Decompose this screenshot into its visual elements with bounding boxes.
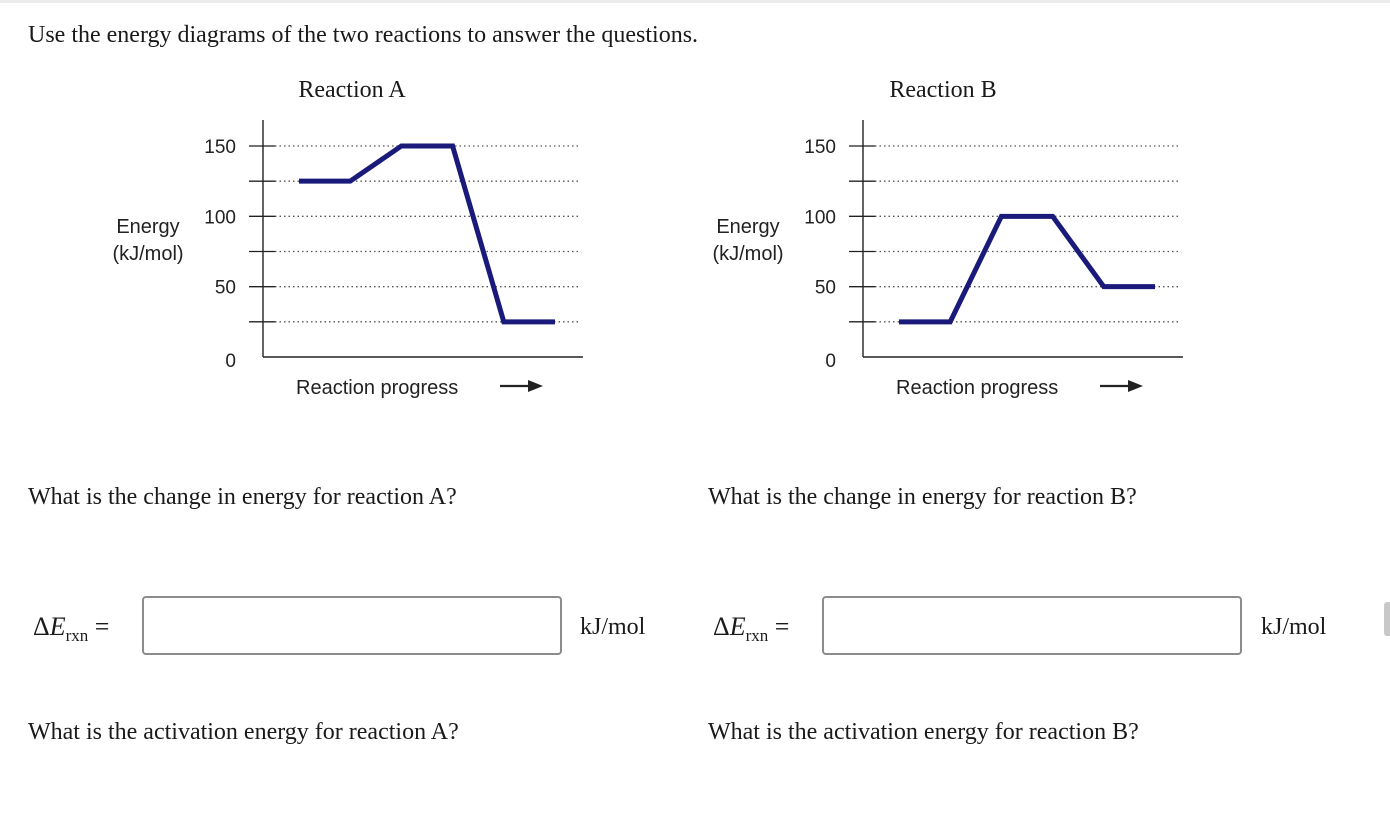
- instructions-text: Use the energy diagrams of the two react…: [28, 22, 699, 48]
- equals-sign: =: [94, 612, 110, 641]
- reaction-a-title: Reaction A: [298, 77, 406, 103]
- energy-diagram-a: 0 50 100 150 Energy (kJ/mol) Reaction progress: [112, 120, 583, 399]
- y-axis-label: (kJ/mol): [112, 243, 183, 265]
- y-tick-label: 100: [804, 207, 836, 228]
- energy-diagram-b: 0 50 100 150 Energy (kJ/mol) Reaction progress: [712, 120, 1183, 399]
- y-tick-label: 50: [815, 278, 836, 299]
- y-axis-label: Energy: [116, 216, 179, 238]
- unit-label-a: kJ/mol: [580, 614, 646, 640]
- change-energy-input-b[interactable]: [822, 596, 1242, 655]
- equals-sign: =: [774, 612, 790, 641]
- y-tick-label: 150: [204, 137, 236, 158]
- delta-variable: E: [49, 612, 66, 641]
- x-axis-label: Reaction progress: [896, 377, 1058, 399]
- question-activation-b: What is the activation energy for reacti…: [708, 719, 1139, 745]
- delta-subscript: rxn: [65, 626, 89, 646]
- y-axis-label: (kJ/mol): [712, 243, 783, 265]
- delta-e-label-a: ΔErxn =: [33, 612, 109, 646]
- top-border: [0, 0, 1390, 3]
- x-axis-arrow-head: [1128, 380, 1143, 392]
- question-change-b: What is the change in energy for reactio…: [708, 484, 1137, 510]
- y-tick-label: 150: [804, 137, 836, 158]
- energy-profile-line: [899, 213, 1155, 325]
- y-tick-label: 0: [225, 351, 236, 372]
- energy-profile-line: [299, 143, 555, 325]
- change-energy-input-a[interactable]: [142, 596, 562, 655]
- y-tick-label: 100: [204, 207, 236, 228]
- y-tick-label: 50: [215, 278, 236, 299]
- question-activation-a: What is the activation energy for reacti…: [28, 719, 459, 745]
- x-axis-arrow-head: [528, 380, 543, 392]
- unit-label-b: kJ/mol: [1261, 614, 1327, 640]
- delta-symbol: Δ: [33, 612, 50, 641]
- reaction-b-title: Reaction B: [889, 77, 997, 103]
- delta-variable: E: [729, 612, 746, 641]
- scrollbar-thumb[interactable]: [1384, 602, 1390, 636]
- delta-e-label-b: ΔErxn =: [713, 612, 789, 646]
- y-tick-label: 0: [825, 351, 836, 372]
- delta-symbol: Δ: [713, 612, 730, 641]
- y-axis-label: Energy: [716, 216, 779, 238]
- question-change-a: What is the change in energy for reactio…: [28, 484, 457, 510]
- x-axis-label: Reaction progress: [296, 377, 458, 399]
- delta-subscript: rxn: [745, 626, 769, 646]
